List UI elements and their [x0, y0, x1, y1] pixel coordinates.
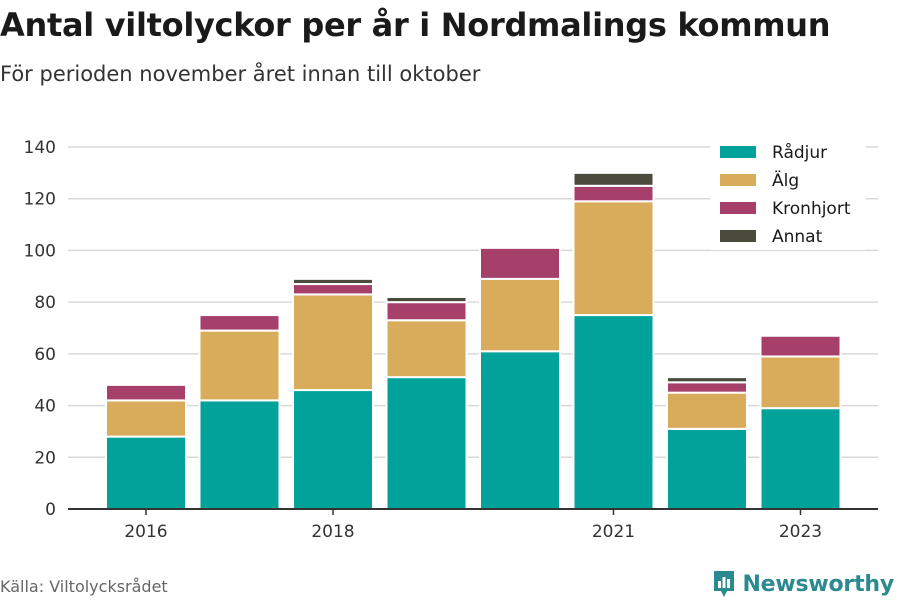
y-tick-label: 140 — [24, 138, 56, 158]
bar-segment-annat — [572, 171, 655, 187]
bar-segment-rådjur — [759, 407, 842, 510]
bar-segment-älg — [105, 399, 187, 438]
bar-segment-älg — [666, 391, 748, 430]
legend-label: Kronhjort — [772, 199, 851, 219]
bar-segment-älg — [572, 200, 655, 317]
bar-segment-kronhjort — [759, 334, 842, 358]
bar-segment-annat — [292, 277, 374, 286]
bars — [105, 171, 842, 511]
legend-swatch — [720, 174, 756, 186]
y-tick-label: 0 — [45, 500, 56, 520]
x-tick-label: 2023 — [779, 522, 822, 542]
bar-segment-älg — [759, 355, 842, 410]
legend: Rådjur Älg Kronhjort Annat — [710, 138, 866, 250]
y-tick-label: 80 — [34, 293, 56, 313]
bar-segment-kronhjort — [292, 283, 374, 296]
bar-segment-kronhjort — [105, 383, 187, 402]
bar-segment-rådjur — [105, 435, 187, 511]
legend-swatch — [720, 230, 756, 242]
legend-swatch — [720, 202, 756, 214]
chart-subtitle: För perioden november året innan till ok… — [0, 62, 481, 86]
bar-segment-kronhjort — [198, 314, 281, 332]
legend-label: Annat — [772, 227, 823, 247]
y-tick-label: 60 — [34, 345, 56, 365]
bar-segment-rådjur — [479, 350, 561, 510]
x-tick-label: 2021 — [592, 522, 635, 542]
bar-segment-kronhjort — [666, 381, 748, 394]
legend-label: Älg — [772, 170, 799, 191]
bar-segment-rådjur — [572, 314, 655, 511]
brand-logo: Newsworthy — [712, 569, 894, 599]
x-tick-label: 2016 — [124, 522, 167, 542]
bar-segment-rådjur — [198, 399, 281, 510]
bar-segment-älg — [198, 329, 281, 402]
y-tick-label: 20 — [34, 448, 56, 468]
bar-segment-kronhjort — [572, 184, 655, 203]
source-note: Källa: Viltolycksrådet — [0, 577, 168, 596]
bar-segment-älg — [292, 293, 374, 392]
y-tick-label: 120 — [24, 190, 56, 210]
brand-name: Newsworthy — [742, 571, 894, 597]
bar-segment-rådjur — [292, 389, 374, 510]
bar-segment-kronhjort — [479, 246, 561, 280]
y-axis-ticks: 0 20 40 60 80 100 120 140 — [24, 138, 56, 520]
bar-segment-älg — [385, 319, 468, 379]
chart-title: Antal viltolyckor per år i Nordmalings k… — [0, 6, 831, 44]
y-tick-label: 40 — [34, 397, 56, 417]
y-tick-label: 100 — [24, 241, 56, 261]
bar-segment-älg — [479, 277, 561, 353]
x-axis: 2016 2018 2021 2023 — [68, 508, 878, 542]
newsworthy-logo-icon — [714, 571, 735, 597]
bar-segment-annat — [385, 295, 468, 304]
bar-segment-rådjur — [666, 427, 748, 511]
bar-segment-kronhjort — [385, 301, 468, 322]
legend-label: Rådjur — [772, 142, 827, 163]
legend-swatch — [720, 146, 756, 158]
x-tick-label: 2018 — [311, 522, 354, 542]
bar-segment-annat — [666, 376, 748, 384]
bar-segment-rådjur — [385, 376, 468, 510]
